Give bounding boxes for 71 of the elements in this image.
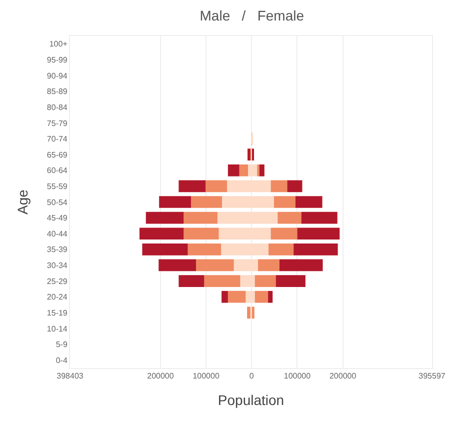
bar [258, 259, 280, 272]
bar [178, 180, 206, 192]
bar [274, 196, 296, 208]
bar [254, 275, 276, 287]
bar [297, 228, 340, 240]
bar [270, 180, 288, 192]
y-tick-label: 5-9 [56, 340, 68, 350]
y-tick-label: 45-49 [46, 214, 68, 223]
y-tick-label: 100+ [49, 40, 68, 49]
y-tick-label: 30-34 [46, 261, 68, 270]
bar [196, 259, 234, 272]
bar [276, 275, 306, 287]
bar [228, 164, 240, 176]
bar [240, 275, 252, 287]
x-tick-label: 100000 [192, 372, 220, 381]
y-tick-label: 40-44 [46, 229, 68, 238]
bar [204, 275, 240, 287]
y-tick-label: 60-64 [46, 166, 68, 176]
x-tick-label: 398403 [56, 372, 84, 381]
y-tick-label: 70-74 [46, 134, 68, 144]
bar [184, 228, 219, 240]
bar [178, 275, 204, 287]
bar [279, 259, 323, 272]
bar [184, 212, 218, 224]
bar [142, 244, 188, 256]
bar [146, 212, 184, 224]
bar [301, 212, 338, 224]
y-tick-label: 25-29 [46, 276, 68, 286]
bar [188, 244, 222, 256]
bar [268, 290, 273, 303]
y-tick-label: 15-19 [46, 308, 68, 318]
x-tick-label: 0 [249, 372, 254, 381]
y-tick-label: 65-69 [46, 150, 68, 160]
x-tick-label: 200000 [147, 372, 174, 381]
bar [239, 164, 248, 176]
y-tick-label: 0-4 [56, 356, 68, 365]
bar [247, 306, 250, 319]
bar [278, 212, 302, 224]
y-tick-label: 85-89 [46, 87, 68, 96]
y-tick-label: 50-54 [46, 198, 68, 207]
bar [222, 290, 228, 303]
bar [206, 180, 228, 192]
y-tick-label: 55-59 [46, 182, 68, 191]
y-tick-label: 90-94 [46, 71, 68, 80]
y-tick-label: 95-99 [46, 56, 68, 65]
bar [246, 290, 252, 303]
x-tick-label: 395597 [418, 372, 446, 381]
bar [259, 164, 264, 176]
y-tick-label: 20-24 [46, 292, 68, 302]
bar [158, 259, 196, 272]
x-tick-label: 100000 [284, 372, 312, 381]
x-axis-title: Population [218, 392, 284, 408]
bar [159, 196, 191, 208]
y-axis-title: Age [14, 189, 31, 214]
y-tick-label: 80-84 [46, 102, 68, 112]
bar [254, 290, 268, 303]
bar [295, 196, 322, 208]
bar [139, 228, 184, 240]
y-tick-label: 75-79 [46, 118, 68, 128]
bar [228, 290, 246, 303]
bar [191, 196, 222, 208]
bar [270, 228, 298, 240]
y-tick-label: 10-14 [46, 324, 68, 334]
bar [268, 244, 294, 256]
bar [248, 148, 250, 160]
y-tick-label: 35-39 [46, 245, 68, 254]
chart-title: Male / Female [200, 7, 304, 24]
x-tick-label: 200000 [329, 372, 357, 381]
bar [287, 180, 302, 192]
bar [294, 244, 338, 256]
bar [252, 164, 258, 176]
